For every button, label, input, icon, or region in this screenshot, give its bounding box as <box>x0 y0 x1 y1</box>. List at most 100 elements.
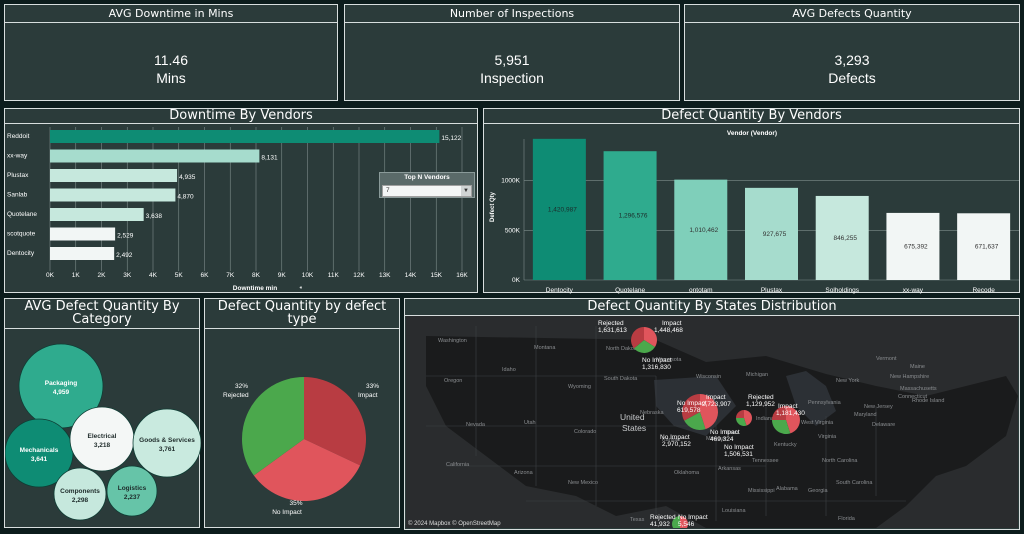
map-annotation: 619,578 <box>677 407 701 414</box>
kpi-unit: Inspection <box>480 70 544 86</box>
bubble-name-label: Components <box>60 488 100 495</box>
map-pie-slice <box>736 418 747 426</box>
filter-title: Top N Vendors <box>404 174 450 181</box>
state-label: Connecticut <box>898 394 928 400</box>
category-bubble <box>106 465 158 517</box>
x-tick-label: 5K <box>175 272 184 279</box>
map-pie-slice <box>633 340 655 353</box>
x-category-label: ontotam <box>689 287 713 294</box>
state-label: Delaware <box>872 422 895 428</box>
kpi-card-inspections: Number of Inspections 5,951 Inspection <box>344 4 680 101</box>
map-pie-slice <box>644 327 657 347</box>
y-category-label: Reddoit <box>7 133 30 140</box>
bar-value-label: 4,935 <box>179 174 196 181</box>
kpi-title: AVG Downtime in Mins <box>5 5 337 23</box>
avg-defect-category-panel: AVG Defect Quantity By Category Packagin… <box>4 298 201 528</box>
slice-name-label: Rejected <box>223 392 249 399</box>
state-label: Oklahoma <box>674 470 700 476</box>
bar <box>957 213 1011 280</box>
bar <box>50 208 144 221</box>
dropdown-arrow-icon: ▼ <box>461 186 471 196</box>
state-label: North Dakota <box>606 346 639 352</box>
bar-value-label: 671,637 <box>975 244 999 251</box>
map-annotation: No Impact <box>677 400 707 407</box>
map-pie-slice <box>680 516 688 528</box>
bar-value-label: 1,010,462 <box>689 227 718 234</box>
great-lakes <box>786 371 836 426</box>
y-tick-label: 0K <box>512 277 521 284</box>
y-category-label: Dentocity <box>7 250 35 257</box>
x-tick-label: 0K <box>46 272 55 279</box>
state-label: Texas <box>630 517 645 523</box>
defect-vendor-chart: Vendor (Vendor) Defect Qty 0K 500K 1000K 1,42… <box>490 130 1019 294</box>
map-annotation: Impact <box>778 403 798 410</box>
us-map[interactable]: Washington Montana Oregon Idaho Wyoming Nevad… <box>406 316 1018 528</box>
state-label: Louisiana <box>722 508 746 514</box>
panel-title: Defect Quantity by defect type <box>205 299 399 329</box>
map-pie-slice <box>631 327 644 349</box>
state-label: Arizona <box>514 470 534 476</box>
map-pie-slice <box>700 394 718 430</box>
kpi-card-avg-defects: AVG Defects Quantity 3,293 Defects <box>684 4 1020 101</box>
bubble-value-label: 3,641 <box>31 456 48 463</box>
map-canvas[interactable]: Washington Montana Oregon Idaho Wyoming Nevad… <box>406 316 1018 528</box>
top-n-select[interactable]: 7 ▼ <box>382 185 472 197</box>
state-label: Illinois <box>724 430 740 436</box>
bubble-name-label: Mechanicals <box>20 447 59 454</box>
slice-pct-label: 33% <box>366 383 379 390</box>
bar <box>674 179 728 280</box>
bubble-value-label: 2,237 <box>124 494 141 501</box>
x-category-label: Dentocity <box>546 287 574 294</box>
x-tick-label: 14K <box>405 272 417 279</box>
defect-by-vendors-panel: Defect Quantity By Vendors Vendor (Vendo… <box>483 108 1020 294</box>
state-label: Washington <box>438 338 467 344</box>
panel-title: Defect Quantity By Vendors <box>484 109 1019 124</box>
x-tick-label: 7K <box>226 272 235 279</box>
top-n-vendors-filter: Top N Vendors 7 ▼ <box>379 172 475 198</box>
slice-name-label: No Impact <box>272 509 302 516</box>
x-category-label: Recode <box>972 287 995 294</box>
sort-icon: ⁌ <box>299 285 303 292</box>
map-pie-slice <box>684 412 706 430</box>
kpi-card-avg-downtime: AVG Downtime in Mins 11.46 Mins <box>4 4 338 101</box>
bar <box>815 195 869 280</box>
state-label: New Hampshire <box>890 374 929 380</box>
bar-value-label: 675,392 <box>904 243 928 250</box>
map-annotation: 1,631,613 <box>598 327 627 334</box>
downtime-by-vendors-panel: Downtime By Vendors 0K 1K 2K 3K 4K 5K 6K 7K 8K 9K… <box>4 108 478 293</box>
map-pie-slice <box>681 394 700 421</box>
state-label: Pennsylvania <box>808 400 842 406</box>
kpi-title: AVG Defects Quantity <box>685 5 1019 23</box>
state-label: Idaho <box>502 367 516 373</box>
state-label: Nevada <box>466 422 486 428</box>
bar-value-label: 15,122 <box>441 135 461 142</box>
state-label: Tennessee <box>752 458 779 464</box>
y-category-label: Sanlab <box>7 192 28 199</box>
state-label: California <box>446 462 470 468</box>
x-tick-label: 12K <box>353 272 365 279</box>
bar <box>50 247 115 260</box>
state-label: Utah <box>524 420 536 426</box>
title-line: Defect Quantity by defect <box>217 299 387 314</box>
pie-slice <box>242 377 304 476</box>
state-label: New York <box>836 378 859 384</box>
y-category-label: xx-way <box>7 153 28 160</box>
map-annotation: No Impact <box>678 514 708 521</box>
category-bubble <box>53 467 107 521</box>
bar-value-label: 2,529 <box>117 233 134 240</box>
state-label: Vermont <box>876 356 897 362</box>
x-tick-label: 16K <box>456 272 468 279</box>
state-label: North Carolina <box>822 458 858 464</box>
bubble-name-label: Goods & Services <box>139 437 195 444</box>
map-pie-slice <box>744 410 752 426</box>
kpi-number: 5,951 <box>494 52 530 68</box>
state-label: Wisconsin <box>696 374 721 380</box>
x-axis-label: Downtime min <box>233 285 277 292</box>
bar <box>532 138 586 280</box>
bar-value-label: 4,870 <box>177 194 194 201</box>
state-label: Wyoming <box>568 384 591 390</box>
map-pie-slice <box>772 406 786 420</box>
state-label: Virginia <box>818 434 837 440</box>
state-label: Missouri <box>706 436 726 442</box>
bar <box>886 212 940 280</box>
